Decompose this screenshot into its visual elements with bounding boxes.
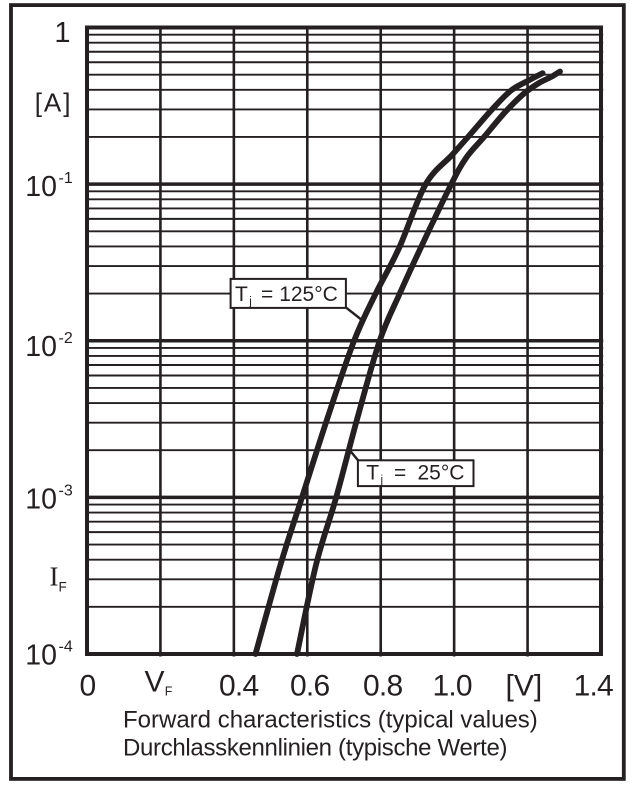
svg-text:=: = [261, 283, 273, 306]
svg-text:=: = [394, 462, 406, 485]
svg-text:-4: -4 [59, 638, 73, 655]
svg-text:1.0: 1.0 [432, 670, 471, 703]
svg-text:Durchlasskennlinien (typische: Durchlasskennlinien (typische Werte) [123, 735, 507, 762]
svg-text:j: j [380, 475, 384, 487]
svg-text:10: 10 [25, 331, 57, 363]
svg-text:T: T [366, 462, 379, 485]
svg-text:-2: -2 [59, 330, 73, 347]
svg-text:[V]: [V] [506, 670, 543, 703]
svg-text:0.4: 0.4 [219, 670, 258, 703]
svg-text:10: 10 [25, 639, 57, 671]
svg-text:I: I [50, 562, 59, 592]
svg-text:1: 1 [54, 17, 70, 49]
svg-text:25°C: 25°C [418, 462, 465, 485]
svg-text:125°C: 125°C [279, 283, 338, 306]
svg-text:10: 10 [25, 171, 57, 203]
svg-text:F: F [165, 685, 173, 699]
svg-text:T: T [235, 283, 248, 306]
svg-text:V: V [145, 666, 165, 699]
svg-text:0.6: 0.6 [290, 670, 329, 703]
svg-text:1.4: 1.4 [574, 670, 613, 703]
svg-text:10: 10 [25, 483, 57, 515]
svg-text:0.8: 0.8 [363, 670, 402, 703]
svg-text:-1: -1 [59, 170, 73, 187]
svg-text:F: F [59, 580, 67, 595]
svg-text:[A]: [A] [35, 88, 73, 118]
svg-text:0: 0 [79, 670, 96, 703]
svg-text:j: j [248, 296, 252, 308]
svg-text:Forward characteristics (typic: Forward characteristics (typical values) [123, 707, 538, 734]
svg-text:-3: -3 [59, 482, 73, 499]
